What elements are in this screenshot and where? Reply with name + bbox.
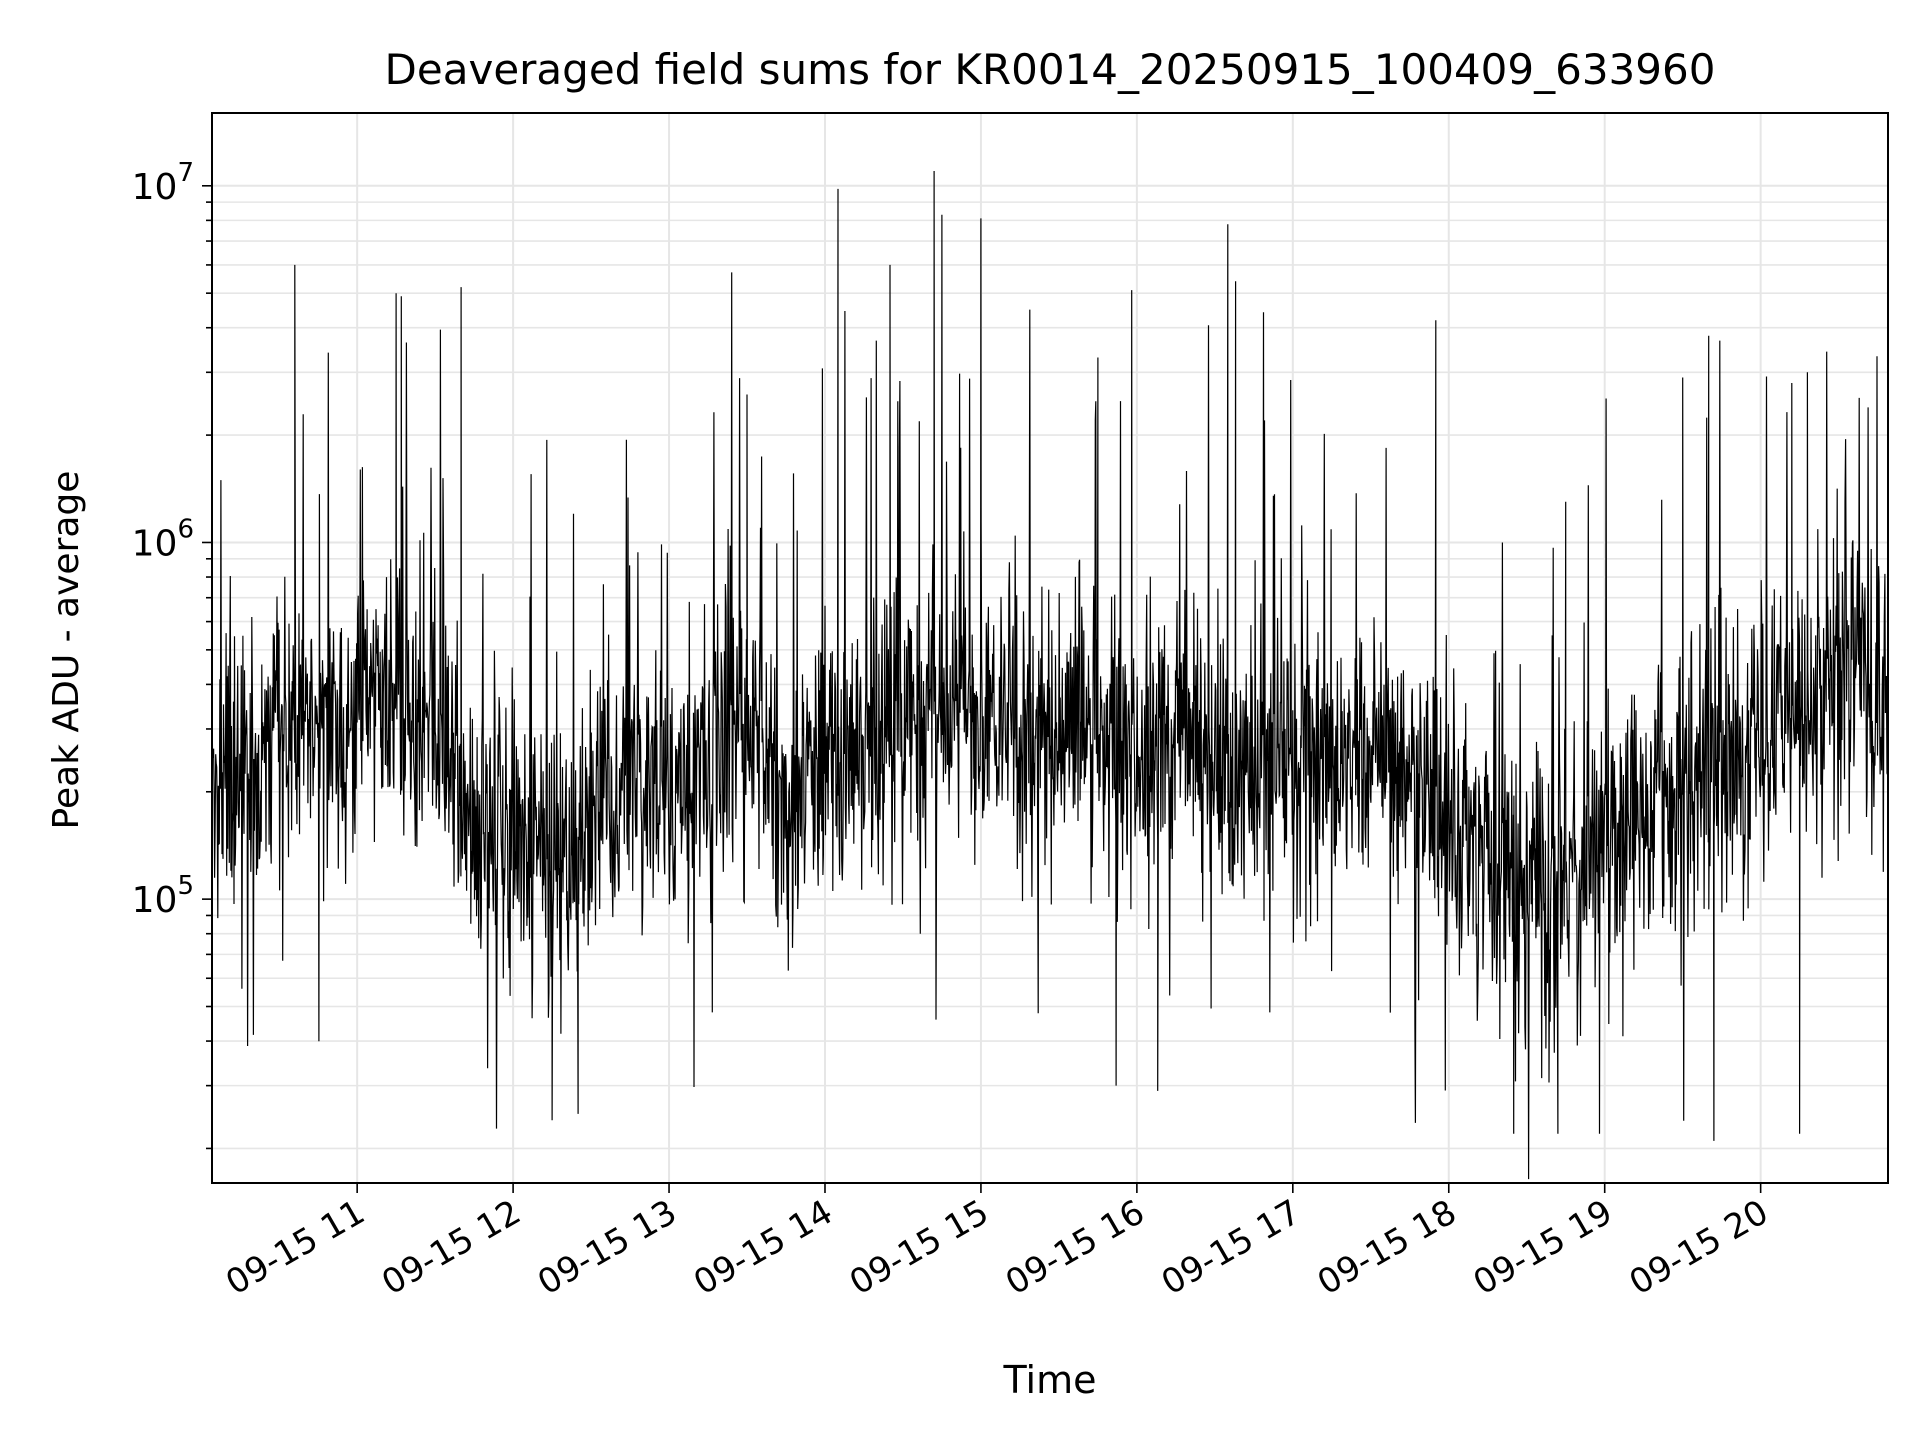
plot-frame [211, 112, 1889, 1184]
chart-title: Deaveraged field sums for KR0014_2025091… [385, 45, 1716, 94]
y-tick-label: 106 [132, 514, 194, 564]
y-axis-label: Peak ADU - average [46, 471, 87, 830]
series-line-group [212, 170, 1888, 1180]
y-tick-label: 105 [132, 871, 194, 921]
y-tick-label: 107 [132, 158, 194, 208]
x-axis-label: Time [1003, 1358, 1097, 1402]
series-line [212, 170, 1888, 1180]
